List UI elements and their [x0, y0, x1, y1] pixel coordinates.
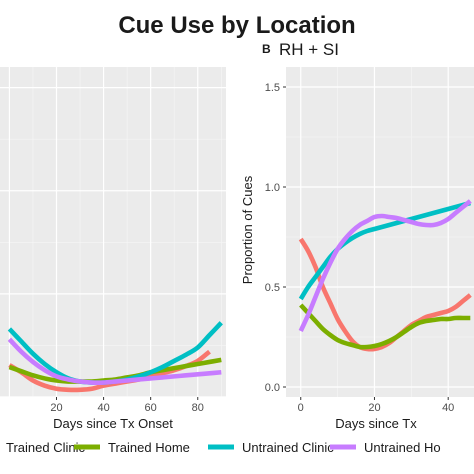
legend-item: Untrained Ho	[330, 440, 441, 455]
legend-label: Untrained Clinic	[242, 440, 334, 455]
panel-a-x-axis-title: Days since Tx Onset	[53, 416, 173, 431]
panel-b-x-tick-label: 0	[298, 402, 304, 414]
figure-title: Cue Use by Location	[118, 12, 355, 39]
panel-b-x-axis-title: Days since Tx	[335, 416, 417, 431]
panel-b-series-trained-home	[299, 303, 471, 350]
panel-a-x-tick-label: 20	[50, 402, 62, 414]
panel-b-x-tick-label: 40	[442, 402, 454, 414]
legend-label: Trained Clinic	[6, 440, 85, 455]
panel-b-x-tick-label: 20	[368, 402, 380, 414]
panel-b-series-trained-clinic	[298, 237, 472, 352]
panel-b-y-tick-label: 1.5	[265, 82, 280, 94]
panel-a-background	[0, 67, 226, 397]
legend-label: Trained Home	[108, 440, 190, 455]
legend-item: Untrained Clinic	[208, 440, 334, 455]
panel-b-letter: B	[262, 42, 271, 56]
panel-a-x-tick-label: 60	[145, 402, 157, 414]
panel-b-grid	[286, 67, 474, 397]
panel-a-grid	[0, 67, 226, 397]
panel-b-y-axis-title: Proportion of Cues	[240, 175, 255, 284]
panel-b-background	[286, 67, 474, 397]
panel-a-x-tick-label: 80	[192, 402, 204, 414]
panel-b-y-tick-label: 0.5	[265, 282, 280, 294]
panel-a-series-group	[7, 321, 223, 393]
panel-b-series-group	[298, 199, 472, 352]
legend-item: Trained Home	[74, 440, 190, 455]
panel-b-series-untrained-home	[298, 199, 472, 332]
panel-b-y-tick-label: 1.0	[265, 182, 280, 194]
legend-item: Trained Clinic	[6, 440, 85, 455]
panel-a-x-tick-label: 40	[97, 402, 109, 414]
legend-label: Untrained Ho	[364, 440, 441, 455]
panel-b-title: RH + SI	[279, 40, 339, 59]
chart-panel-b: 0 20 40 0.0 0.5 1.0 1.5 Days since Tx	[265, 67, 474, 431]
panel-a-series-untrained-home	[7, 337, 222, 385]
chart-panel-a: 20 40 60 80 Days since Tx Onset	[0, 67, 226, 431]
legend: Trained Clinic Trained Home Untrained Clin…	[6, 440, 441, 455]
panel-b-series-untrained-clinic	[298, 200, 471, 301]
panel-b-y-tick-label: 0.0	[265, 382, 280, 394]
